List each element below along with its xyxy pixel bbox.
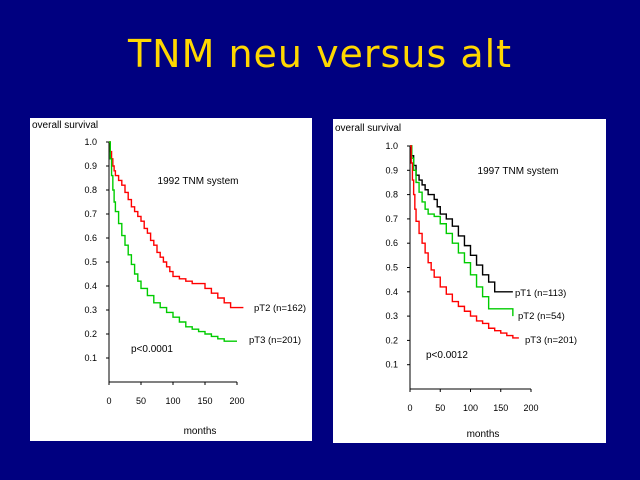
- y-tick-label: 0.7: [84, 209, 97, 219]
- survival-curve: [410, 145, 513, 293]
- y-tick-label: 0.3: [84, 305, 97, 315]
- survival-chart-1997: 0.1 0.2 0.3 0.4 0.5 0.6 0.7 0.8 0.9 1.0 0 50 100 150 2…: [335, 123, 577, 440]
- x-axis-label: months: [467, 429, 500, 440]
- x-tick-label: 0: [106, 396, 111, 406]
- series-label: pT3 (n=201): [525, 335, 577, 346]
- series-label: pT1 (n=113): [515, 288, 566, 299]
- y-tick-label: 0.3: [385, 311, 398, 321]
- y-tick-label: 0.6: [84, 233, 97, 243]
- survival-curve: [410, 145, 514, 317]
- y-tick-label: 1.0: [84, 137, 97, 147]
- y-tick-label: 0.8: [84, 185, 97, 195]
- y-tick-label: 0.9: [84, 161, 97, 171]
- y-tick-label: 0.4: [385, 287, 398, 297]
- x-tick-label: 100: [165, 396, 180, 406]
- y-axis-label: overall survival: [335, 123, 401, 134]
- survival-curve: [410, 145, 519, 339]
- x-tick-label: 150: [493, 403, 508, 413]
- survival-chart-1992: 0.1 0.2 0.3 0.4 0.5 0.6 0.7 0.8 0.9 1.0 0 50 100 150 2…: [32, 120, 306, 437]
- x-tick-label: 200: [229, 396, 244, 406]
- y-tick-label: 0.7: [385, 214, 398, 224]
- x-tick-label: 50: [435, 403, 445, 413]
- series-label: pT3 (n=201): [249, 335, 301, 346]
- series-label: pT2 (n=54): [518, 311, 565, 322]
- survival-curve: [109, 141, 244, 309]
- p-value-annotation: p<0.0001: [131, 344, 173, 355]
- x-tick-label: 100: [463, 403, 478, 413]
- y-tick-label: 0.9: [385, 165, 398, 175]
- y-tick-label: 1.0: [385, 141, 398, 151]
- x-tick-label: 150: [197, 396, 212, 406]
- y-axis-label: overall survival: [32, 120, 98, 131]
- slide-title: TNM neu versus alt: [127, 32, 513, 76]
- x-tick-label: 0: [407, 403, 412, 413]
- y-tick-label: 0.5: [84, 257, 97, 267]
- survival-curve: [109, 141, 237, 342]
- y-tick-label: 0.2: [385, 335, 398, 345]
- series-label: pT2 (n=162): [254, 303, 306, 314]
- y-tick-label: 0.1: [385, 360, 398, 370]
- p-value-annotation: p<0.0012: [426, 350, 468, 361]
- x-tick-label: 50: [136, 396, 146, 406]
- y-tick-label: 0.8: [385, 190, 398, 200]
- x-axis-label: months: [184, 426, 217, 437]
- y-tick-label: 0.5: [385, 263, 398, 273]
- chart-panel-1992: 0.1 0.2 0.3 0.4 0.5 0.6 0.7 0.8 0.9 1.0 0 50 100 150 2…: [30, 118, 312, 441]
- chart-title: 1992 TNM system: [158, 176, 239, 187]
- chart-title: 1997 TNM system: [478, 166, 559, 177]
- x-tick-label: 200: [523, 403, 538, 413]
- y-tick-label: 0.4: [84, 281, 97, 291]
- y-tick-label: 0.6: [385, 238, 398, 248]
- y-tick-label: 0.1: [84, 353, 97, 363]
- y-tick-label: 0.2: [84, 329, 97, 339]
- chart-panel-1997: 0.1 0.2 0.3 0.4 0.5 0.6 0.7 0.8 0.9 1.0 0 50 100 150 2…: [333, 119, 606, 443]
